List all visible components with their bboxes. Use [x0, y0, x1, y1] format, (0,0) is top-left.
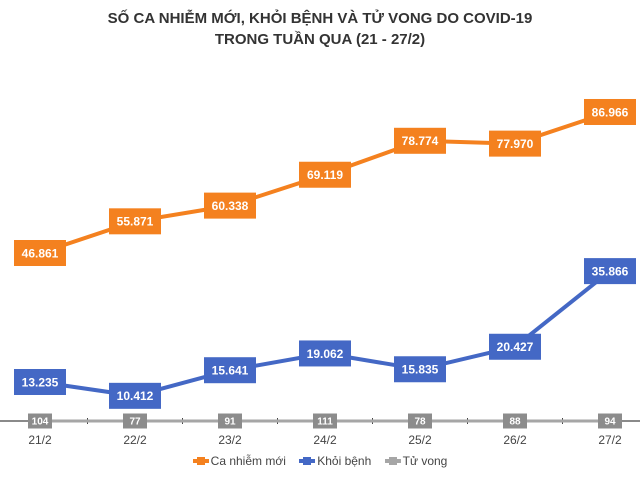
data-point: 77.970	[489, 130, 541, 157]
data-marker	[394, 356, 446, 383]
data-label: 20.427	[497, 340, 534, 354]
data-marker	[598, 413, 622, 429]
data-marker	[109, 208, 161, 235]
x-tick-label: 27/2	[598, 433, 622, 447]
legend: Ca nhiễm mới Khỏi bệnh Tử vong	[0, 452, 640, 468]
legend-swatch	[192, 457, 209, 465]
data-point: 55.871	[109, 208, 161, 235]
data-label: 60.338	[212, 199, 249, 213]
data-marker	[299, 161, 351, 188]
x-tick-label: 21/2	[28, 433, 52, 447]
series-line	[39, 269, 612, 398]
data-label: 10.412	[117, 389, 154, 403]
x-tick-label: 23/2	[218, 433, 242, 447]
data-point: 78	[408, 413, 432, 429]
data-label: 91	[224, 417, 236, 428]
x-tick-label: 22/2	[123, 433, 147, 447]
data-point: 77	[123, 413, 147, 429]
data-marker	[28, 413, 52, 429]
data-point: 86.966	[584, 98, 636, 125]
legend-swatch	[299, 457, 316, 465]
data-label: 15.641	[212, 364, 249, 378]
data-marker	[204, 192, 256, 219]
data-label: 78	[414, 417, 426, 428]
data-marker	[584, 258, 636, 285]
data-marker	[313, 413, 337, 429]
data-marker	[503, 413, 527, 429]
data-label: 55.871	[117, 215, 154, 229]
data-label: 19.062	[307, 347, 344, 361]
legend-item-new-cases: Ca nhiễm mới	[192, 454, 286, 468]
data-point: 69.119	[299, 161, 351, 188]
data-point: 15.835	[394, 356, 446, 383]
data-label: 104	[32, 417, 49, 428]
data-label: 13.235	[22, 375, 59, 389]
data-point: 78.774	[394, 127, 446, 154]
legend-item-deaths: Tử vong	[384, 454, 448, 468]
data-point: 60.338	[204, 192, 256, 219]
legend-item-recovered: Khỏi bệnh	[299, 454, 371, 468]
data-marker	[584, 98, 636, 125]
data-marker	[14, 240, 66, 266]
data-point: 10.412	[109, 382, 161, 409]
data-marker	[109, 382, 161, 409]
x-tick-label: 25/2	[408, 433, 432, 447]
data-point: 88	[503, 413, 527, 429]
data-label: 111	[317, 417, 333, 428]
x-tick-label: 24/2	[313, 433, 337, 447]
data-point: 94	[598, 413, 622, 429]
legend-label: Tử vong	[402, 454, 448, 468]
legend-label: Ca nhiễm mới	[210, 454, 286, 468]
data-point: 35.866	[584, 258, 636, 285]
data-label: 77	[129, 417, 141, 428]
data-label: 77.970	[497, 137, 534, 151]
data-marker	[489, 130, 541, 157]
data-marker	[218, 413, 242, 429]
data-point: 91	[218, 413, 242, 429]
data-point: 20.427	[489, 333, 541, 360]
data-point: 15.641	[204, 357, 256, 384]
data-point: 19.062	[299, 340, 351, 367]
data-marker	[204, 357, 256, 384]
data-point: 13.235	[14, 369, 66, 395]
chart-title: SỐ CA NHIỄM MỚI, KHỎI BỆNH VÀ TỬ VONG DO…	[0, 8, 640, 50]
title-line-1: SỐ CA NHIỄM MỚI, KHỎI BỆNH VÀ TỬ VONG DO…	[107, 10, 533, 27]
data-point: 46.861	[14, 240, 66, 266]
data-label: 86.966	[592, 105, 629, 119]
data-marker	[394, 127, 446, 154]
x-tick-label: 26/2	[503, 433, 527, 447]
legend-swatch	[384, 457, 401, 465]
data-point: 104	[28, 413, 52, 429]
legend-label: Khỏi bệnh	[317, 454, 372, 468]
data-label: 94	[604, 417, 616, 428]
data-marker	[408, 413, 432, 429]
data-marker	[14, 369, 66, 395]
data-label: 15.835	[402, 363, 439, 377]
data-label: 46.861	[22, 246, 59, 260]
data-marker	[299, 340, 351, 367]
data-label: 69.119	[307, 168, 343, 182]
data-label: 35.866	[592, 264, 629, 278]
data-point: 111	[313, 413, 337, 429]
data-marker	[123, 413, 147, 429]
data-label: 88	[509, 417, 521, 428]
data-label: 78.774	[402, 134, 439, 148]
title-line-2: TRONG TUẦN QUA (21 - 27/2)	[214, 31, 426, 48]
data-marker	[489, 333, 541, 360]
